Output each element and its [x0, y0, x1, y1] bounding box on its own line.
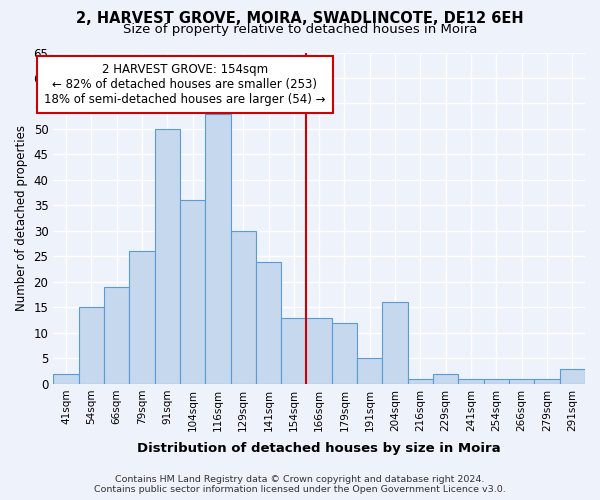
Bar [53, 374, 79, 384]
Bar [560, 368, 585, 384]
Bar [256, 262, 281, 384]
Bar [129, 252, 155, 384]
Bar [484, 379, 509, 384]
Y-axis label: Number of detached properties: Number of detached properties [15, 125, 28, 311]
Bar [408, 379, 433, 384]
Bar [180, 200, 205, 384]
Bar [155, 129, 180, 384]
Bar [332, 322, 357, 384]
Text: 2, HARVEST GROVE, MOIRA, SWADLINCOTE, DE12 6EH: 2, HARVEST GROVE, MOIRA, SWADLINCOTE, DE… [76, 11, 524, 26]
Text: 2 HARVEST GROVE: 154sqm
← 82% of detached houses are smaller (253)
18% of semi-d: 2 HARVEST GROVE: 154sqm ← 82% of detache… [44, 62, 326, 106]
Bar [79, 308, 104, 384]
Bar [433, 374, 458, 384]
Bar [357, 358, 382, 384]
Bar [307, 318, 332, 384]
Bar [205, 114, 230, 384]
Bar [104, 287, 129, 384]
X-axis label: Distribution of detached houses by size in Moira: Distribution of detached houses by size … [137, 442, 501, 455]
Bar [509, 379, 535, 384]
Bar [458, 379, 484, 384]
Text: Contains HM Land Registry data © Crown copyright and database right 2024.
Contai: Contains HM Land Registry data © Crown c… [94, 474, 506, 494]
Bar [281, 318, 307, 384]
Bar [382, 302, 408, 384]
Text: Size of property relative to detached houses in Moira: Size of property relative to detached ho… [123, 22, 477, 36]
Bar [535, 379, 560, 384]
Bar [230, 231, 256, 384]
